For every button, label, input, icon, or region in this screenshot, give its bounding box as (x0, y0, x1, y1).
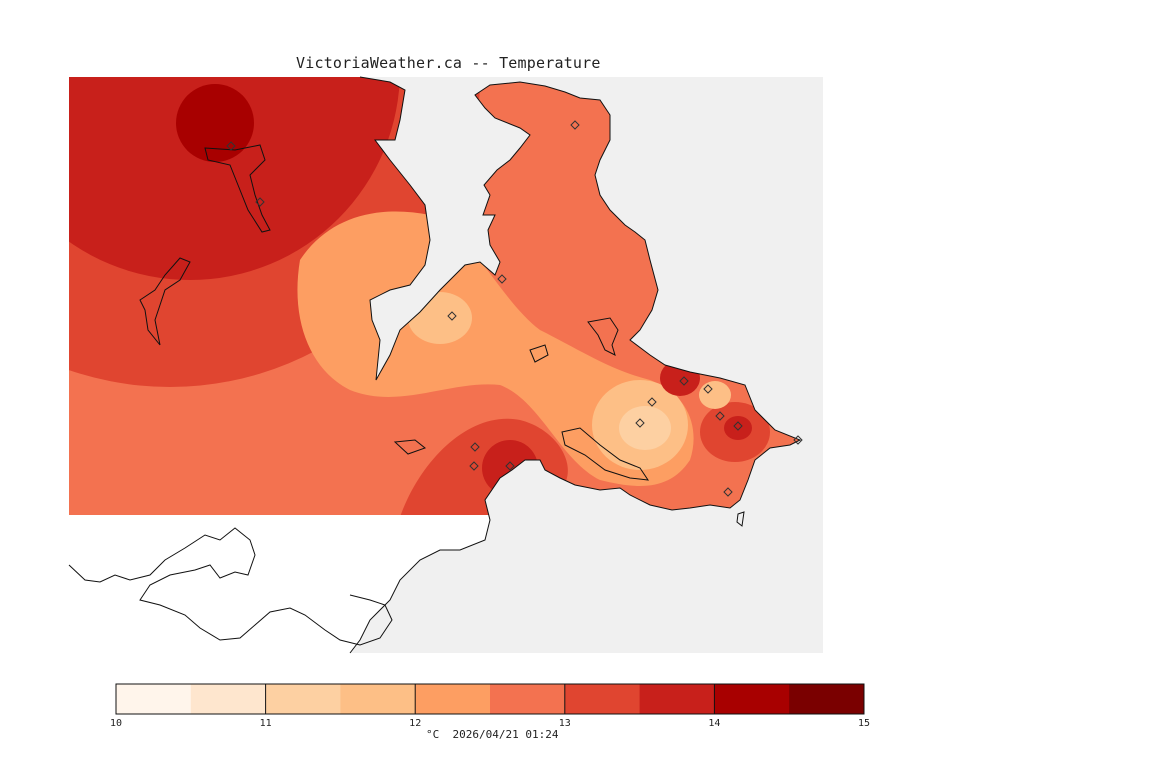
station-marker (497, 274, 507, 284)
station-marker (226, 141, 236, 151)
map-title: VictoriaWeather.ca -- Temperature (296, 54, 601, 72)
legend-bin (714, 684, 790, 714)
legend-bin (190, 684, 267, 714)
legend-tick-label: 10 (110, 718, 122, 729)
station-marker (469, 461, 479, 471)
legend-bin (490, 684, 566, 714)
station-marker (793, 435, 803, 445)
legend-bin (340, 684, 416, 714)
station-marker (635, 418, 645, 428)
station-marker (505, 461, 515, 471)
station-marker (703, 384, 713, 394)
station-marker (723, 487, 733, 497)
station-marker (679, 376, 689, 386)
legend-bin (639, 684, 715, 714)
legend-bin (415, 684, 491, 714)
legend-bin (564, 684, 641, 714)
legend-bin (116, 684, 192, 714)
legend-tick-label: 14 (708, 718, 720, 729)
station-marker (733, 421, 743, 431)
station-marker (255, 197, 265, 207)
station-marker (647, 397, 657, 407)
legend-caption: °C 2026/04/21 01:24 (426, 728, 559, 741)
legend-tick-label: 15 (858, 718, 870, 729)
station-marker (447, 311, 457, 321)
station-markers (226, 120, 803, 497)
station-marker (470, 442, 480, 452)
legend-tick-label: 12 (409, 718, 421, 729)
legend-bin (789, 684, 865, 714)
coastline (68, 76, 802, 654)
station-marker (570, 120, 580, 130)
legend-tick-label: 11 (260, 718, 272, 729)
station-marker (715, 411, 725, 421)
legend-bin (265, 684, 341, 714)
legend-tick-label: 13 (559, 718, 571, 729)
